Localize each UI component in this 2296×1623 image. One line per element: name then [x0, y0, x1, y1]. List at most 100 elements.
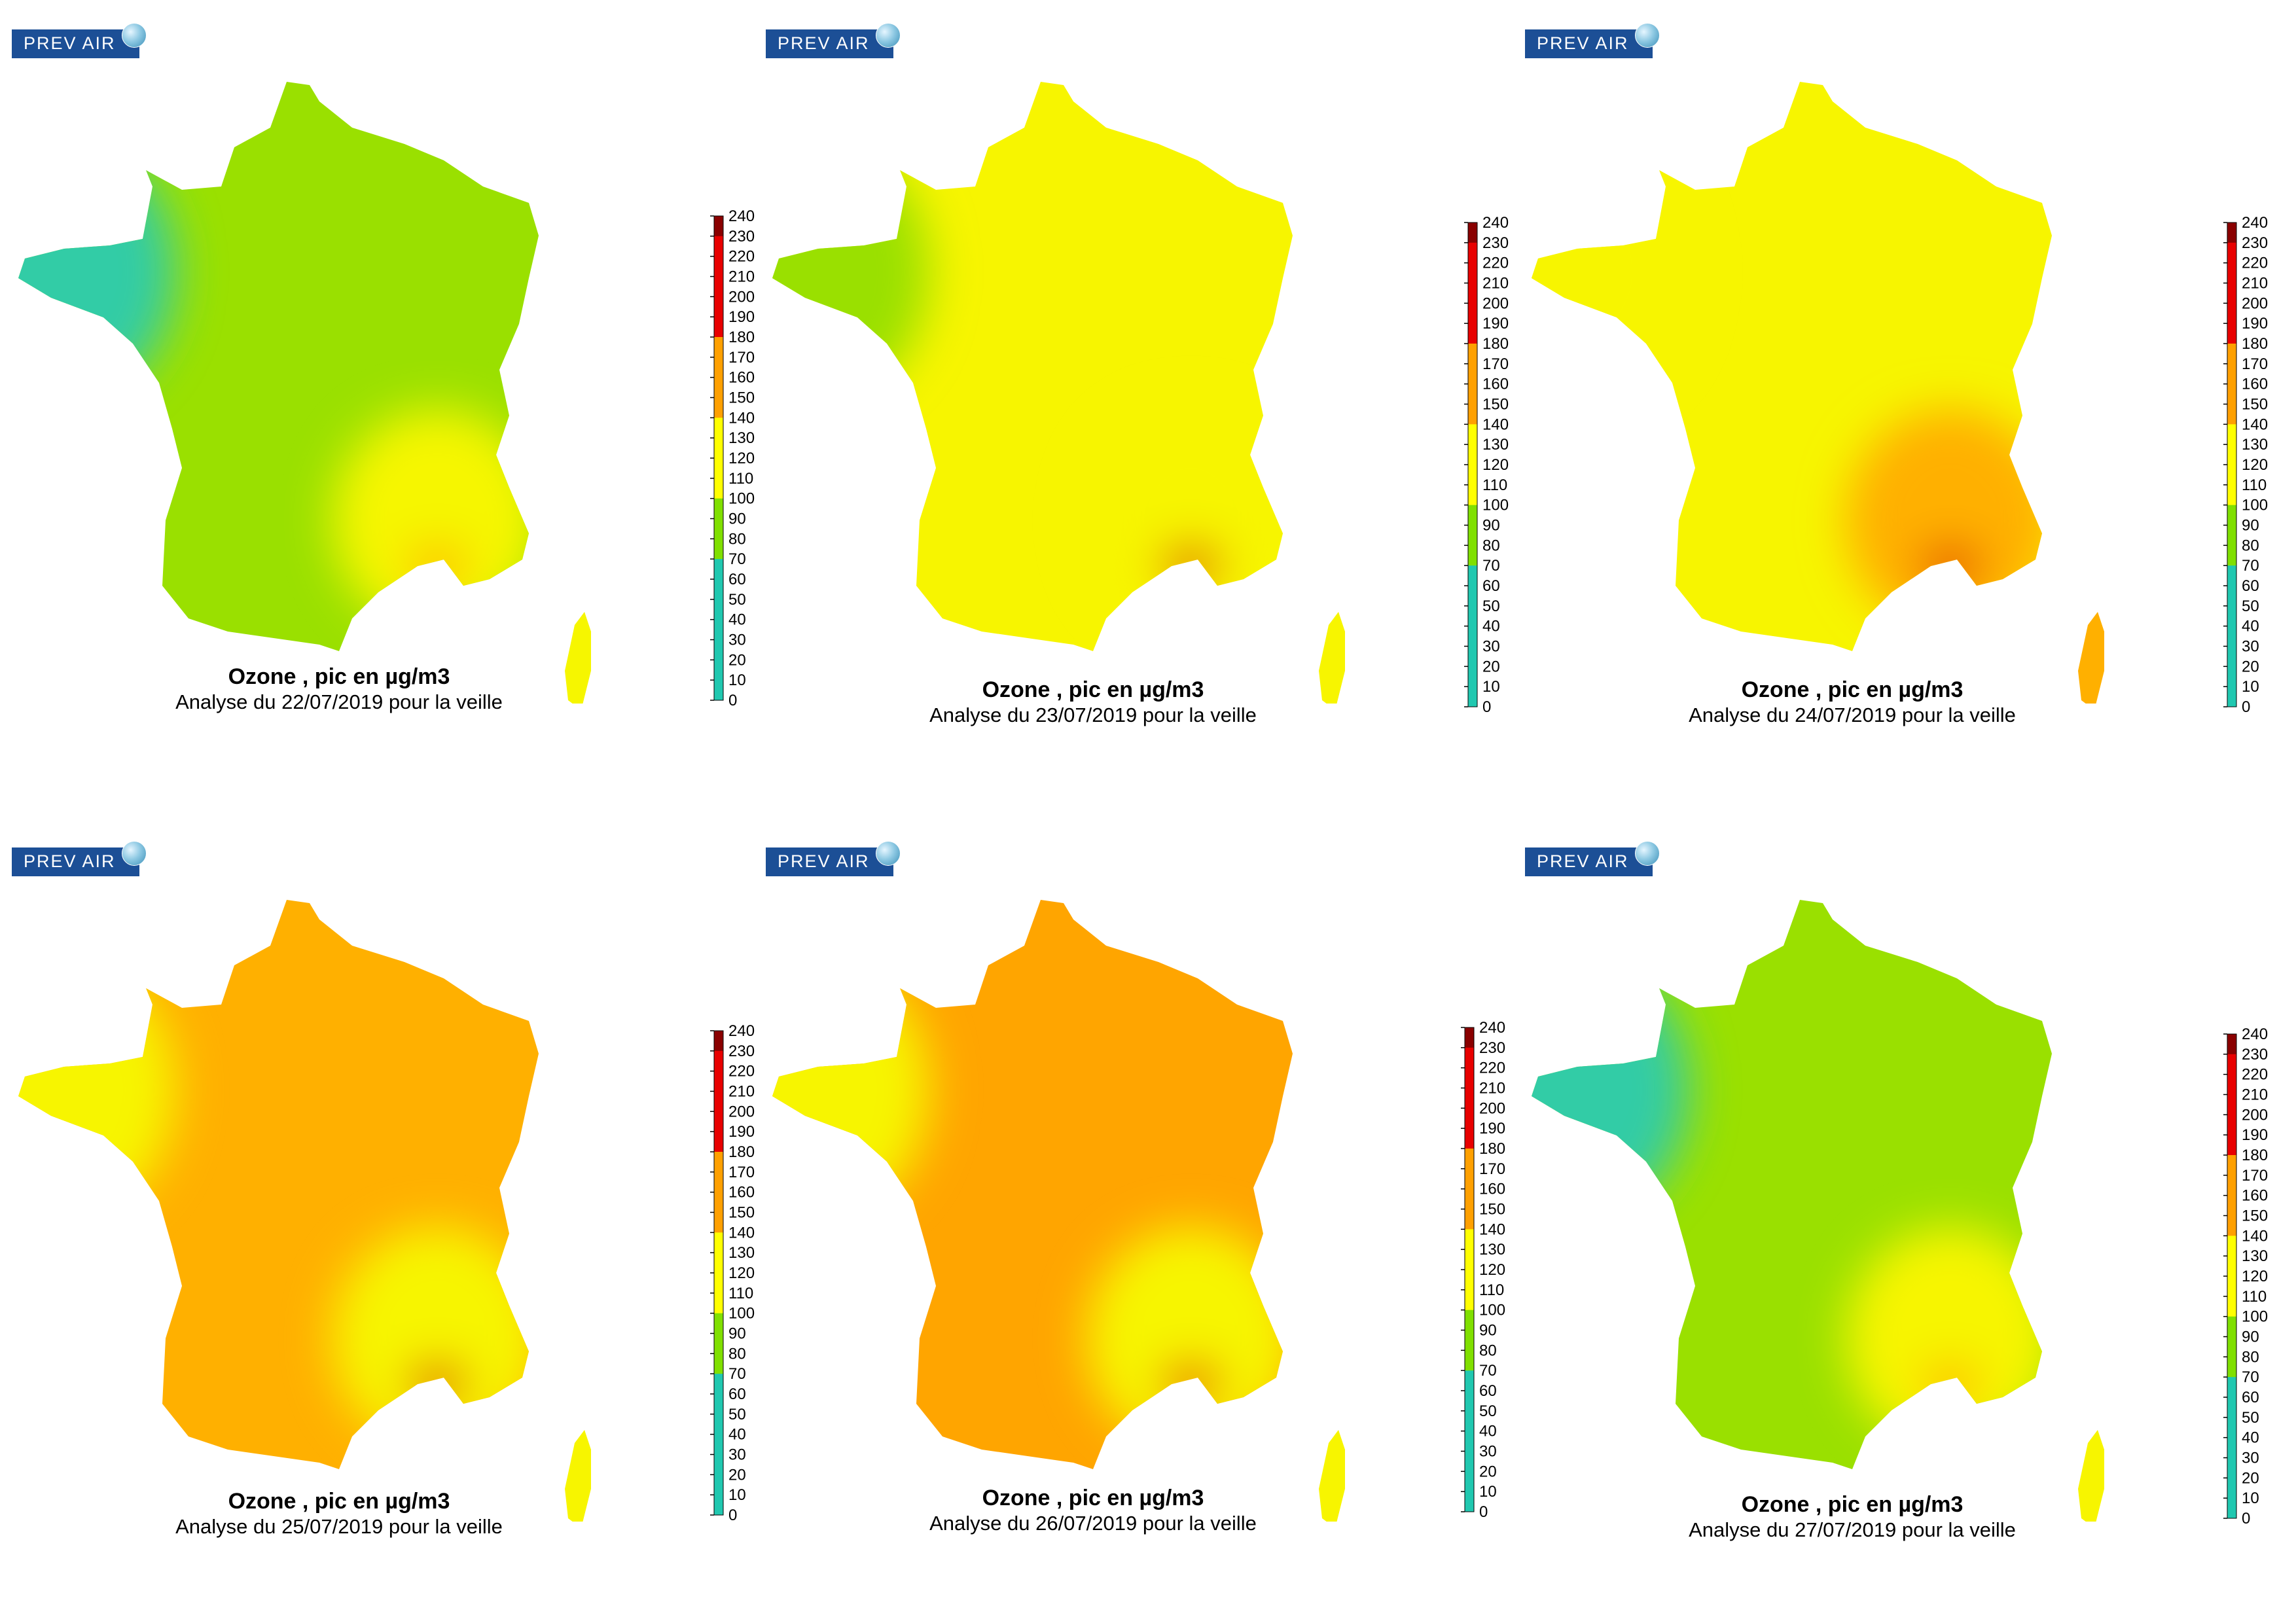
tick-label: 170 [1482, 355, 1509, 373]
color-bar-segment [714, 559, 723, 580]
color-bar-segment [2227, 1437, 2236, 1458]
tick-label: 50 [728, 591, 746, 609]
tick-label: 240 [1479, 1021, 1505, 1037]
tick-label: 160 [728, 1184, 755, 1202]
color-bar-segment [2227, 1276, 2236, 1297]
prevair-logo: PREV AIR [766, 23, 901, 58]
color-bar-segment [714, 1171, 723, 1193]
tick-label: 140 [1479, 1221, 1505, 1238]
color-bar-segment [714, 1293, 723, 1314]
color-bar-segment [714, 236, 723, 257]
hotspot [1921, 546, 1980, 586]
color-bar-segment [2227, 1175, 2236, 1196]
tick-label: 190 [2242, 315, 2268, 332]
map-title: Ozone , pic en µg/m3 [1741, 677, 1964, 702]
tick-label: 90 [2242, 1329, 2259, 1346]
tick-label: 160 [2242, 376, 2268, 393]
color-bar-segment [714, 357, 723, 378]
logo-text: PREV AIR [1537, 851, 1629, 871]
map-panel: PREV AIR Ozone , pic en µg/m3 Analyse du… [12, 23, 764, 782]
tick-label: 190 [728, 308, 755, 326]
tick-label: 10 [1479, 1483, 1497, 1501]
color-bar-segment [1465, 1027, 1474, 1048]
tick-label: 170 [2242, 355, 2268, 373]
france-ozone-map [772, 900, 1345, 1522]
color-bar-segment [1468, 605, 1477, 627]
tick-label: 240 [728, 209, 755, 225]
color-bar-segment [1465, 1128, 1474, 1149]
color-bar-segment [2227, 505, 2236, 526]
color-bar-segment [2227, 424, 2236, 445]
color-bar-segment [2227, 1094, 2236, 1115]
color-bar-segment [1468, 383, 1477, 404]
tick-label: 20 [1479, 1463, 1497, 1480]
tick-label: 220 [728, 248, 755, 266]
tick-label: 70 [2242, 1368, 2259, 1386]
color-bar-segment [714, 1313, 723, 1334]
mainland-france [1532, 82, 2052, 651]
color-bar-segment [2227, 262, 2236, 283]
prevair-logo: PREV AIR [12, 841, 147, 876]
color-bar-segment [2227, 1377, 2236, 1398]
tick-label: 130 [2242, 436, 2268, 454]
color-bar-segment [2227, 666, 2236, 687]
color-bar-segment [714, 377, 723, 398]
color-bar-segment [1465, 1431, 1474, 1452]
tick-label: 230 [728, 228, 755, 245]
color-bar-segment [1468, 586, 1477, 607]
southeast-region [332, 1227, 539, 1450]
tick-label: 220 [1479, 1060, 1505, 1077]
tick-label: 50 [728, 1406, 746, 1423]
corsica [1319, 1430, 1345, 1522]
tick-label: 90 [2242, 517, 2259, 535]
tick-label: 160 [1482, 376, 1509, 393]
color-bar-segment [1468, 465, 1477, 486]
tick-label: 190 [1479, 1120, 1505, 1137]
color-bar-segment [2227, 404, 2236, 425]
color-bar-segment [1465, 1249, 1474, 1270]
map-title: Ozone , pic en µg/m3 [982, 677, 1204, 702]
france-ozone-map [1532, 900, 2104, 1522]
tick-label: 240 [2242, 216, 2268, 232]
france-ozone-map [772, 82, 1345, 704]
tick-label: 80 [728, 1345, 746, 1363]
color-bar-segment [714, 216, 723, 237]
color-bar-segment [714, 1071, 723, 1092]
globe-icon [876, 23, 901, 48]
tick-label: 200 [728, 288, 755, 306]
tick-label: 200 [1482, 294, 1509, 312]
color-bar-segment [1468, 323, 1477, 344]
color-bar-segment [714, 276, 723, 297]
tick-label: 90 [728, 1325, 746, 1343]
tick-label: 150 [728, 389, 755, 407]
tick-label: 30 [1482, 638, 1500, 656]
color-bar-segment [1468, 283, 1477, 304]
corsica [565, 612, 591, 704]
tick-label: 180 [728, 1143, 755, 1161]
tick-label: 220 [1482, 255, 1509, 272]
tick-label: 150 [1482, 396, 1509, 414]
tick-label: 40 [2242, 618, 2259, 635]
tick-label: 100 [728, 490, 755, 508]
tick-label: 40 [1479, 1423, 1497, 1440]
corsica [2078, 612, 2104, 704]
tick-label: 60 [728, 1385, 746, 1403]
color-bar-segment [2227, 242, 2236, 264]
map-subtitle: Analyse du 22/07/2019 pour la veille [175, 690, 503, 713]
color-bar-segment [714, 599, 723, 620]
color-bar-segment [714, 1353, 723, 1374]
color-bar-segment [1465, 1149, 1474, 1169]
southeast-region [1846, 409, 2052, 632]
logo-text: PREV AIR [778, 851, 870, 871]
tick-label: 10 [728, 1486, 746, 1504]
color-bar-segment [2227, 383, 2236, 404]
tick-label: 40 [728, 611, 746, 629]
tick-label: 30 [2242, 1450, 2259, 1467]
tick-label: 110 [2242, 1288, 2267, 1306]
color-scale-legend: 2402302202102001901801701601501401301201… [710, 209, 755, 709]
color-bar-segment [714, 1192, 723, 1213]
corsica [1319, 612, 1345, 704]
tick-label: 230 [1479, 1039, 1505, 1057]
color-bar-segment [714, 639, 723, 660]
tick-label: 140 [2242, 1227, 2268, 1245]
